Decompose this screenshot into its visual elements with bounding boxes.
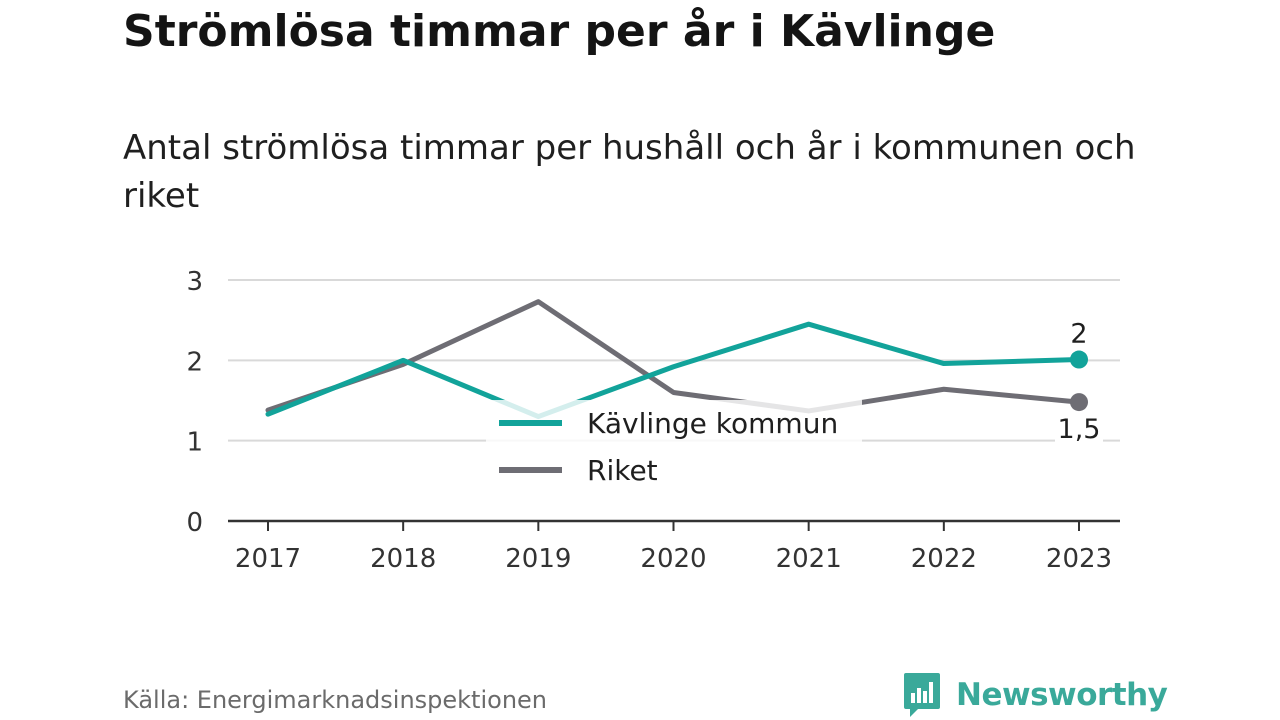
chart-title: Strömlösa timmar per år i Kävlinge: [123, 6, 996, 57]
end-markers: 21,5: [1055, 319, 1103, 449]
x-tick-label: 2019: [505, 544, 571, 574]
y-tick-label: 1: [186, 428, 203, 458]
legend-background: [486, 400, 862, 492]
end-value-label: 1,5: [1058, 414, 1101, 445]
x-tick-label: 2018: [370, 544, 436, 574]
bar-chart-bubble-icon: [904, 673, 940, 717]
y-axis-labels: 0 1 2 3: [186, 267, 203, 538]
end-point: [1070, 350, 1088, 369]
end-label-background: [1055, 412, 1103, 449]
y-tick-label: 2: [186, 347, 203, 377]
series-lines: [265, 299, 1082, 420]
x-tick-label: 2021: [776, 544, 842, 574]
end-value-label: 2: [1070, 319, 1087, 350]
legend-label: Riket: [587, 454, 658, 487]
series-line: [265, 321, 1082, 420]
legend: Kävlinge kommun Riket: [486, 400, 862, 492]
brand-name: Newsworthy: [956, 677, 1168, 713]
legend-label: Kävlinge kommun: [587, 407, 838, 440]
x-tick-label: 2017: [235, 544, 301, 574]
newsworthy-logo: Newsworthy: [902, 671, 1168, 719]
x-tick-label: 2020: [640, 544, 706, 574]
y-tick-label: 0: [186, 508, 203, 538]
x-axis: 2017 2018 2019 2020 2021 2022 2023: [228, 519, 1120, 574]
x-tick-label: 2022: [911, 544, 977, 574]
x-tick-label: 2023: [1046, 544, 1112, 574]
chart-subtitle: Antal strömlösa timmar per hushåll och å…: [123, 128, 1136, 216]
series-line: [265, 299, 1082, 414]
source-note: Källa: Energimarknadsinspektionen: [123, 686, 548, 714]
y-tick-label: 3: [186, 267, 203, 297]
end-point: [1070, 393, 1088, 412]
